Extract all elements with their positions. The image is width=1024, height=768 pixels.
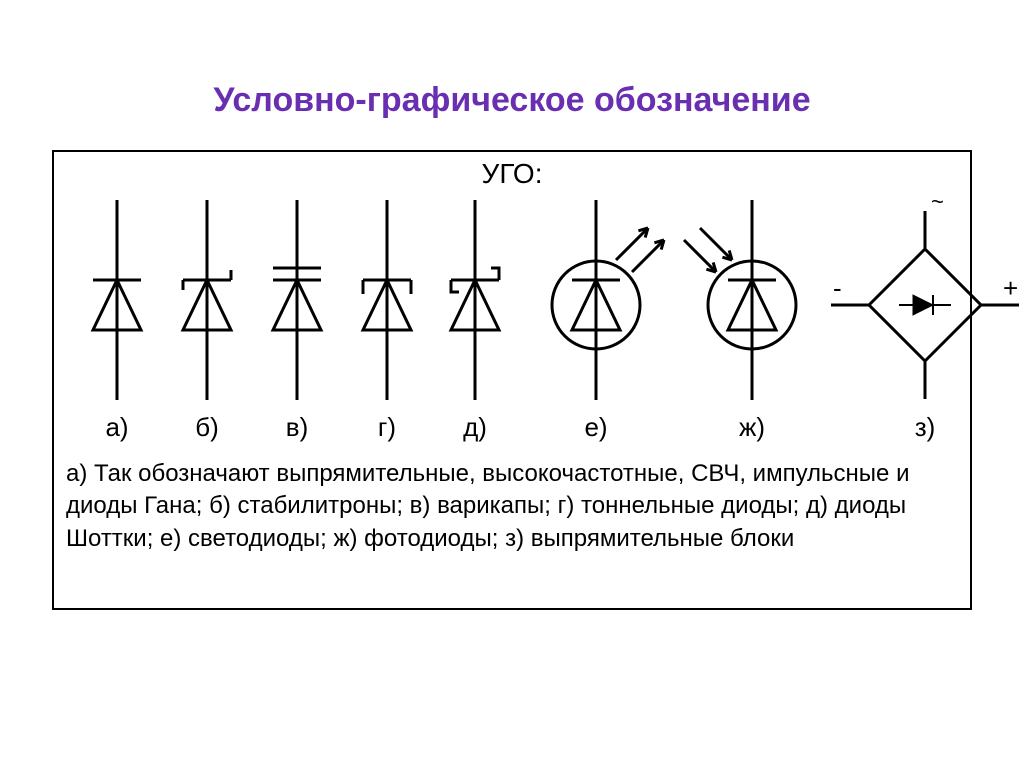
labels-row: а) б) в) г) д) е) ж) з) xyxy=(54,412,970,452)
symbol-label-a: а) xyxy=(87,412,147,443)
svg-text:~: ~ xyxy=(931,391,944,400)
svg-text:-: - xyxy=(833,273,842,303)
symbol-e-led xyxy=(526,200,666,400)
figure-header: УГО: xyxy=(54,158,970,190)
symbol-zh-photodiode xyxy=(682,200,822,400)
symbol-label-b: б) xyxy=(177,412,237,443)
symbol-v-varicap xyxy=(252,200,342,400)
figure-panel: УГО: ~~-+ а)б)в)г)д)е)ж)з) а) Так обозна… xyxy=(52,150,972,610)
symbol-z-bridge: ~ ~ - + xyxy=(830,200,1020,400)
page-title: Условно-графическое обозначение xyxy=(0,81,1024,120)
svg-text:~: ~ xyxy=(931,200,944,214)
symbol-label-d: д) xyxy=(445,412,505,443)
symbol-b-zener xyxy=(162,200,252,400)
symbol-g-tunnel xyxy=(342,200,432,400)
page: Условно-графическое обозначение УГО: ~ ~ -… xyxy=(0,0,1024,768)
symbol-a-diode xyxy=(72,200,162,400)
symbol-label-g: г) xyxy=(357,412,417,443)
symbol-label-e: е) xyxy=(566,412,626,443)
svg-text:+: + xyxy=(1003,273,1018,303)
symbol-label-v: в) xyxy=(267,412,327,443)
symbols-row: ~~-+ xyxy=(54,200,970,400)
symbol-d-schottky xyxy=(430,200,520,400)
figure-description: а) Так обозначают выпрямительные, высоко… xyxy=(66,458,962,555)
symbol-label-z: з) xyxy=(895,412,955,443)
symbol-label-zh: ж) xyxy=(722,412,782,443)
